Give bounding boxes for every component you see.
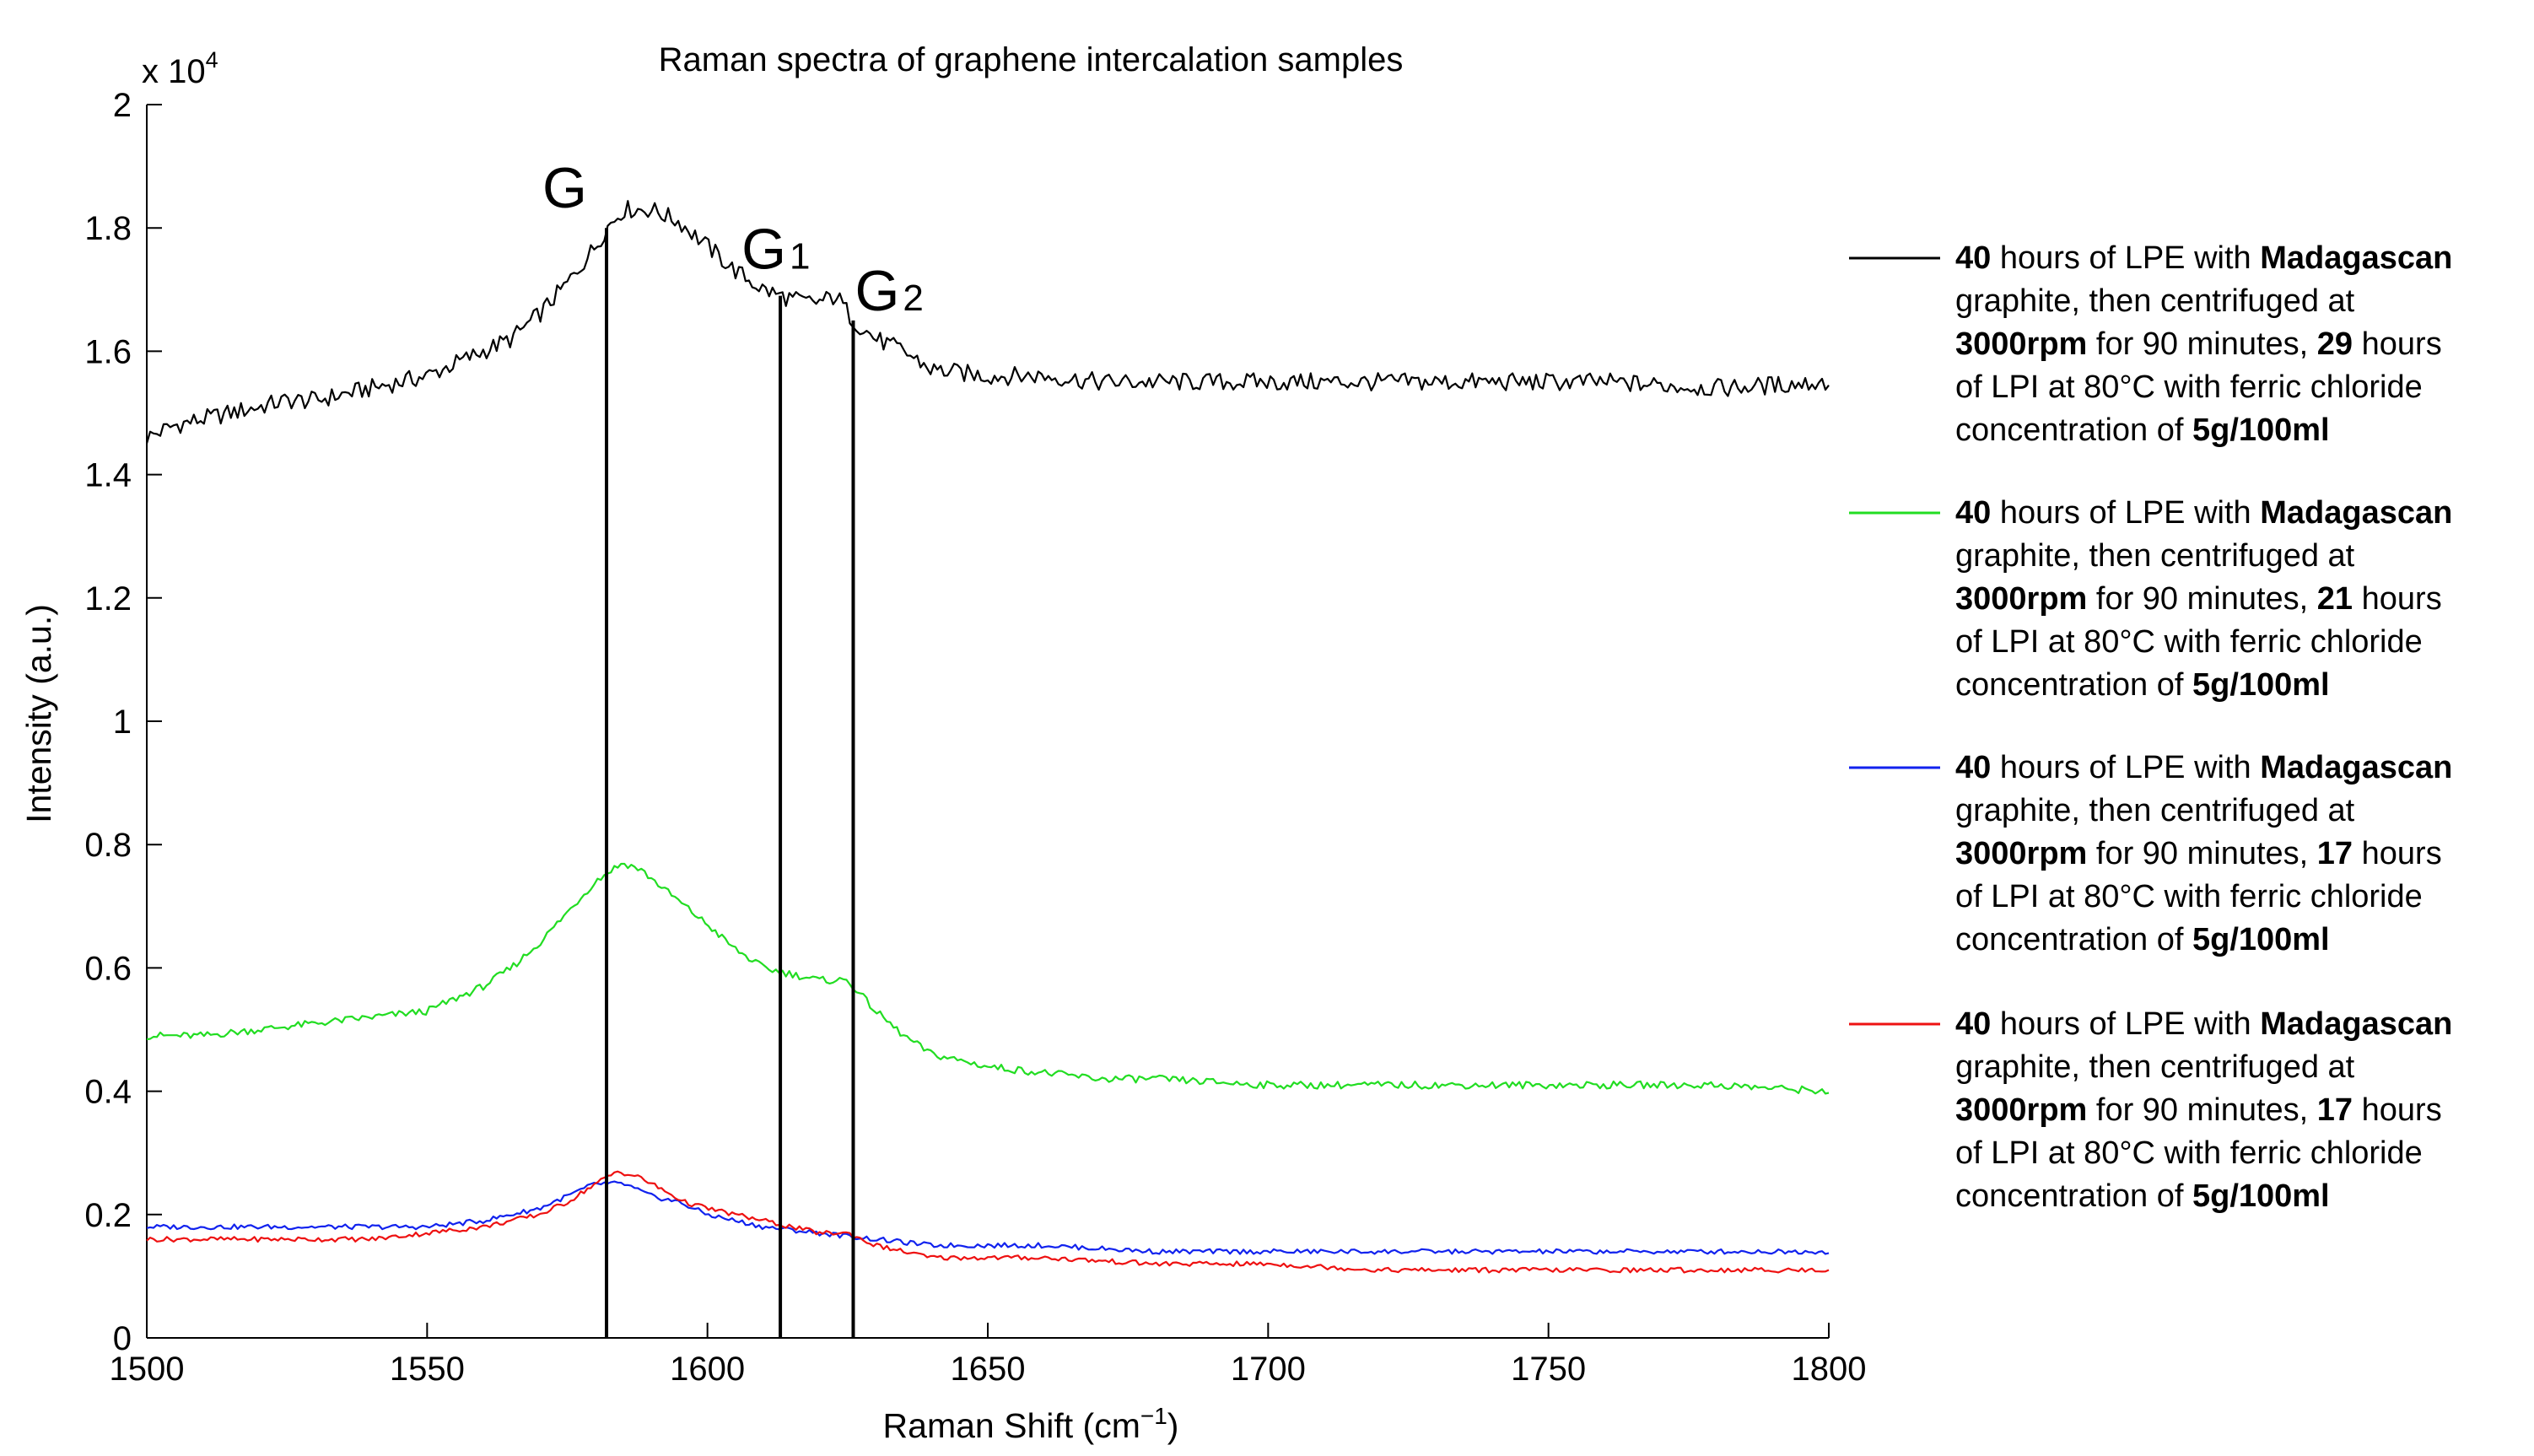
x-tick-label: 1800 bbox=[1792, 1351, 1867, 1388]
legend: 40 hours of LPE with Madagascan graphite,… bbox=[1849, 240, 2452, 1214]
legend-entry-4: 40 hours of LPE with Madagascan graphite,… bbox=[1849, 1006, 2452, 1214]
peak-label-main: G bbox=[542, 156, 587, 220]
legend-text-line: 40 hours of LPE with Madagascan bbox=[1955, 1006, 2452, 1042]
y-tick-label: 0.6 bbox=[84, 950, 132, 987]
y-tick-label: 0.4 bbox=[84, 1074, 132, 1111]
x-tick-label: 1650 bbox=[951, 1351, 1026, 1388]
legend-text-line: 3000rpm for 90 minutes, 17 hours bbox=[1955, 836, 2442, 871]
peak-label-main: G bbox=[855, 259, 899, 323]
legend-text-line: 3000rpm for 90 minutes, 17 hours bbox=[1955, 1092, 2442, 1128]
y-tick-label: 1.8 bbox=[84, 210, 132, 247]
y-tick-label: 1 bbox=[113, 704, 132, 741]
peak-label-subscript: 2 bbox=[903, 278, 923, 319]
peak-label-3: G2 bbox=[855, 259, 923, 323]
legend-text-line: 40 hours of LPE with Madagascan bbox=[1955, 495, 2452, 531]
y-tick-label: 1.4 bbox=[84, 457, 132, 494]
y-multiplier-exponent: 4 bbox=[206, 47, 218, 73]
legend-text-line: 40 hours of LPE with Madagascan bbox=[1955, 750, 2452, 785]
series-line-2 bbox=[146, 862, 1830, 1095]
x-axis-label-main: Raman Shift (cm bbox=[883, 1406, 1140, 1445]
x-axis-label-suffix: ) bbox=[1167, 1406, 1179, 1445]
y-axis-label: Intensity (a.u.) bbox=[19, 604, 58, 823]
y-tick-label: 1.2 bbox=[84, 580, 132, 617]
legend-text-line: 40 hours of LPE with Madagascan bbox=[1955, 240, 2452, 276]
y-tick-label: 1.6 bbox=[84, 333, 132, 370]
y-axis-ticks: 0 0.2 0.4 0.6 0.8 1 1.2 1.4 1.6 1.8 2 bbox=[84, 87, 162, 1357]
legend-text-line: graphite, then centrifuged at bbox=[1955, 793, 2355, 828]
legend-text-line: of LPI at 80°C with ferric chloride bbox=[1955, 1135, 2423, 1171]
x-tick-label: 1750 bbox=[1511, 1351, 1586, 1388]
legend-text-line: of LPI at 80°C with ferric chloride bbox=[1955, 879, 2423, 914]
legend-text-line: concentration of 5g/100ml bbox=[1955, 413, 2330, 448]
y-tick-label: 0.8 bbox=[84, 827, 132, 864]
plot-axes bbox=[146, 105, 1829, 1339]
y-tick-label: 0 bbox=[113, 1320, 132, 1357]
y-tick-label: 2 bbox=[113, 87, 132, 124]
legend-entry-3: 40 hours of LPE with Madagascan graphite,… bbox=[1849, 750, 2452, 957]
series-line-4 bbox=[146, 1170, 1830, 1274]
legend-text-line: 3000rpm for 90 minutes, 29 hours bbox=[1955, 326, 2442, 362]
legend-entry-1: 40 hours of LPE with Madagascan graphite,… bbox=[1849, 240, 2452, 448]
series-line-3 bbox=[146, 1180, 1830, 1255]
series-line-1 bbox=[145, 200, 1830, 445]
legend-text-line: concentration of 5g/100ml bbox=[1955, 1178, 2330, 1214]
x-axis-ticks: 1500 1550 1600 1650 1700 1750 1800 bbox=[110, 1323, 1867, 1388]
legend-text-line: of LPI at 80°C with ferric chloride bbox=[1955, 624, 2423, 660]
chart-title-group: Raman spectra of graphene intercalation … bbox=[659, 41, 1404, 78]
peak-label-subscript: 1 bbox=[790, 236, 810, 278]
peak-label-main: G bbox=[741, 218, 786, 282]
legend-text-line: graphite, then centrifuged at bbox=[1955, 538, 2355, 574]
legend-text-line: graphite, then centrifuged at bbox=[1955, 1049, 2355, 1085]
peak-label-2: G1 bbox=[741, 218, 810, 282]
x-axis-label-superscript: −1 bbox=[1140, 1403, 1167, 1429]
peak-label-1: G bbox=[542, 156, 587, 220]
legend-text-line: 3000rpm for 90 minutes, 21 hours bbox=[1955, 581, 2442, 617]
legend-text-line: graphite, then centrifuged at bbox=[1955, 283, 2355, 319]
legend-text-line: concentration of 5g/100ml bbox=[1955, 667, 2330, 703]
y-tick-label: 0.2 bbox=[84, 1197, 132, 1234]
chart-title: Raman spectra of graphene intercalation … bbox=[659, 41, 1404, 78]
legend-text-line: of LPI at 80°C with ferric chloride bbox=[1955, 369, 2423, 405]
legend-entry-2: 40 hours of LPE with Madagascan graphite,… bbox=[1849, 495, 2452, 703]
series-lines bbox=[145, 200, 1830, 1274]
svg-text:x 104: x 104 bbox=[142, 47, 218, 90]
x-tick-label: 1600 bbox=[670, 1351, 745, 1388]
x-tick-label: 1550 bbox=[390, 1351, 465, 1388]
x-tick-label: 1500 bbox=[110, 1351, 185, 1388]
legend-text-line: concentration of 5g/100ml bbox=[1955, 922, 2330, 957]
axis-labels: Raman Shift (cm−1) Intensity (a.u.) bbox=[19, 604, 1178, 1445]
y-multiplier-base: x 10 bbox=[142, 53, 206, 90]
y-multiplier: x 104 bbox=[142, 47, 218, 90]
x-axis-label: Raman Shift (cm−1) bbox=[883, 1403, 1179, 1445]
x-tick-label: 1700 bbox=[1231, 1351, 1306, 1388]
